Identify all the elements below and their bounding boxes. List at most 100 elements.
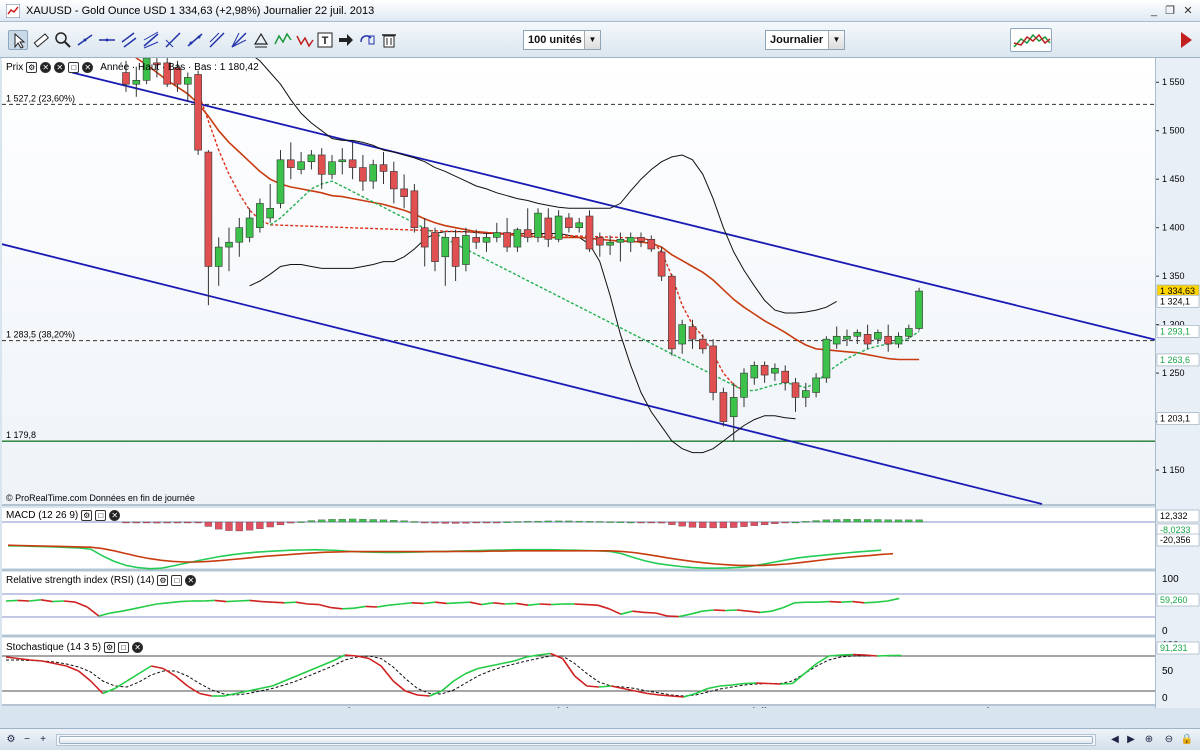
fibonacci-icon[interactable] [141,30,161,50]
maximize-icon[interactable]: □ [68,61,80,73]
stoch-k-line-segment [429,690,442,697]
x-axis-label: 03 [773,707,785,708]
units-select[interactable]: 100 unités ▼ [523,30,601,50]
wrench-icon[interactable]: ⚙ [157,574,169,586]
wrench-icon[interactable]: ⚙ [104,641,116,653]
close-icon[interactable]: ✕ [132,641,144,653]
settings-icon[interactable]: ⚙ [6,734,16,745]
period-select[interactable]: Journalier ▼ [765,30,845,50]
close-icon[interactable]: ✕ [109,509,121,521]
rsi-line-segment [736,609,749,612]
wave-red-icon[interactable] [295,30,315,50]
trash-icon[interactable] [379,30,399,50]
macd-histogram-bar [338,518,346,523]
units-select-value: 100 unités [528,34,582,46]
x-axis-label: 26 [308,707,320,708]
rsi-line-segment [353,605,366,609]
chart-area[interactable]: 1 527,2 (23,60%) 1 283,5 (38,20%) 1 179,8 … [1,47,1158,718]
lock-icon[interactable]: 🔒 [1180,734,1194,745]
zoom-fit-icon[interactable]: ⊕ [1144,734,1154,745]
rsi-line-segment [608,608,622,615]
wrench-icon[interactable]: ⚙ [81,509,93,521]
chevron-down-icon: ▼ [584,31,600,49]
macd-histogram-bar [730,521,738,528]
rsi-line-segment [400,602,413,605]
close-icon[interactable]: ✕ [82,61,94,73]
rsi-line-segment [551,603,563,606]
rsi-line-segment [643,611,656,614]
candle-down [503,232,511,248]
rsi-line-segment [261,600,273,603]
stoch-pane[interactable] [2,638,1157,704]
scroll-left-icon[interactable]: ◀ [1111,734,1119,745]
macd-histogram-bar [771,521,779,524]
chart-style-icon[interactable] [1010,28,1052,52]
zoom-icon[interactable] [53,30,73,50]
candle-down [472,237,481,243]
ruler-icon[interactable] [31,30,51,50]
x-axis-label: 24 [920,707,932,708]
macd-histogram-bar [400,520,408,523]
macd-pane[interactable] [2,508,1157,568]
close-icon[interactable]: ✕ [1183,5,1193,17]
stoch-k-line-segment [441,680,455,692]
gann-icon[interactable] [229,30,249,50]
candle-down [359,167,367,182]
restore-icon[interactable]: ❐ [1165,5,1175,17]
channel-lower-line [1,243,1043,505]
close-icon[interactable]: ✕ [54,61,66,73]
retracement-icon[interactable] [185,30,205,50]
maximize-icon[interactable]: □ [118,641,130,653]
line-icon[interactable] [75,30,95,50]
macd-histogram-bar [802,521,810,523]
chart-canvas[interactable]: 1 527,2 (23,60%)1 283,5 (38,20%)1 179,8 … [1,47,1158,718]
minimize-icon[interactable]: _ [1150,5,1158,17]
price-pane[interactable] [2,58,1157,504]
close-icon[interactable]: ✕ [185,574,197,586]
candle-down [709,345,717,393]
rsi-line-segment [678,613,691,618]
maximize-icon[interactable]: □ [171,574,183,586]
macd-histogram-bar [318,519,326,523]
close-icon[interactable]: ✕ [40,61,52,73]
rsi-line-segment [759,610,772,614]
macd-histogram-bar [575,520,583,523]
maximize-icon[interactable]: □ [95,509,107,521]
macd-histogram-bar [534,520,542,523]
arrow-icon[interactable] [336,30,356,50]
time-scrollbar[interactable] [56,734,1096,746]
cycle-icon[interactable] [357,30,377,50]
trend-icon[interactable] [163,30,183,50]
text-icon[interactable]: T [315,30,335,50]
price-tick-label: 1 500 [1162,126,1185,136]
macd-histogram-bar [421,521,429,524]
maximize-panel-icon[interactable] [1176,28,1196,52]
x-axis-label: 29 [949,707,961,708]
wrench-icon[interactable]: ⚙ [26,61,38,73]
scroll-right-icon[interactable]: ▶ [1127,734,1135,745]
zoom-reset-icon[interactable]: ⊖ [1164,734,1174,745]
rsi-line-segment [539,603,552,606]
horizontal-line-icon[interactable] [97,30,117,50]
candle-up [801,390,810,398]
andrews-icon[interactable] [207,30,227,50]
zoom-out-icon[interactable]: − [24,734,30,745]
x-axis-label: 09 [1036,707,1048,708]
channel-icon[interactable] [119,30,139,50]
pointer-icon[interactable] [8,30,28,50]
scrollbar-thumb[interactable] [59,736,1093,744]
candle-up [832,335,841,345]
macd-histogram-bar [668,521,676,525]
pattern-icon[interactable] [251,30,271,50]
stoch-k-line-segment [187,685,201,695]
rsi-line-segment [493,602,505,605]
zoom-in-icon[interactable]: + [40,734,46,745]
rsi-line-segment [17,599,30,602]
wave-green-icon[interactable] [273,30,293,50]
candle-up [853,332,862,337]
candle-down [544,217,553,240]
macd-histogram-bar [812,520,820,523]
macd-histogram-bar [905,519,913,523]
